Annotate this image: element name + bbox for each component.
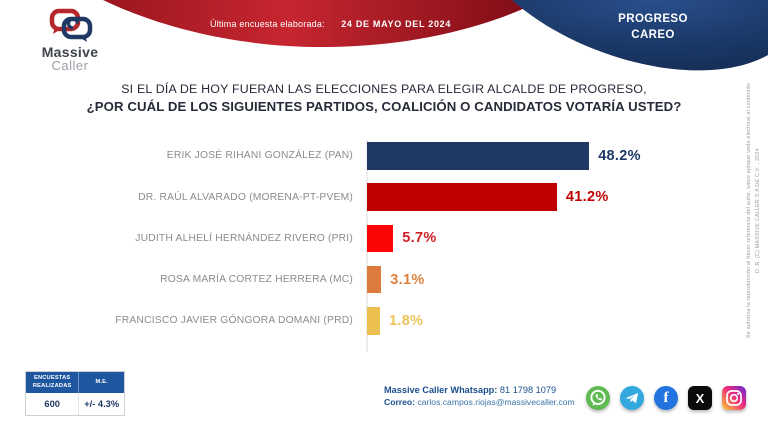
candidate-label: FRANCISCO JAVIER GÓNGORA DOMANI (PRD) xyxy=(115,315,353,327)
chart-row: FRANCISCO JAVIER GÓNGORA DOMANI (PRD) 1.8… xyxy=(0,307,768,335)
chart-row: JUDITH ALHELÍ HERNÁNDEZ RIVERO (PRI) 5.7% xyxy=(0,224,768,253)
whatsapp-icon[interactable] xyxy=(586,386,610,410)
bar xyxy=(367,307,380,335)
logo-brand-top: Massive xyxy=(41,44,99,60)
legal-copyright: D. R. (C) MASSIVE CALLER S.A DE C.V. , 2… xyxy=(755,148,761,273)
email-line: Correo: carlos.campos.riojas@massivecall… xyxy=(384,397,575,407)
red-ribbon xyxy=(103,0,542,48)
stats-margin-error: +/- 4.3% xyxy=(84,399,120,410)
stats-sample-size: 600 xyxy=(26,393,80,416)
navy-corner xyxy=(512,0,768,71)
value-label: 48.2% xyxy=(598,147,641,164)
chart-row: DR. RAÚL ALVARADO (MORENA-PT-PVEM) 41.2% xyxy=(0,183,768,211)
sample-stats-table: ENCUESTAS REALIZADAS M.E. 600 +/- 4.3% xyxy=(25,371,125,417)
stats-table-row: 600 +/- 4.3% xyxy=(26,393,124,416)
facebook-icon[interactable]: f xyxy=(654,386,678,410)
facebook-glyph: f xyxy=(663,389,669,406)
legal-note: Se autoriza la reproducción al hacer ref… xyxy=(746,83,752,338)
title-line1: SI EL DÍA DE HOY FUERAN LAS ELECCIONES P… xyxy=(121,82,647,96)
banner: Última encuesta elaborada: 24 DE MAYO DE… xyxy=(210,14,451,32)
value-label: 41.2% xyxy=(565,189,609,206)
stats-header-encuestas: ENCUESTAS REALIZADAS xyxy=(26,372,80,394)
x-glyph: X xyxy=(695,390,705,406)
banner-label: Última encuesta elaborada: xyxy=(210,19,325,29)
whatsapp-number: 81 1798 1079 xyxy=(499,385,557,395)
whatsapp-line: Massive Caller Whatsapp: 81 1798 1079 xyxy=(384,385,575,395)
contact-info: Massive Caller Whatsapp: 81 1798 1079 Co… xyxy=(384,385,575,407)
bar xyxy=(367,224,394,253)
chart-row: ROSA MARÍA CORTEZ HERRERA (MC) 3.1% xyxy=(0,265,768,294)
bar xyxy=(367,142,590,170)
chart-rows: ERIK JOSÉ RIHANI GONZÁLEZ (PAN) 48.2% DR. … xyxy=(0,142,768,335)
banner-date: 24 DE MAYO DEL 2024 xyxy=(341,19,452,29)
bar xyxy=(367,183,557,211)
bar xyxy=(367,265,382,294)
x-twitter-icon[interactable]: X xyxy=(688,386,712,410)
value-label: 3.1% xyxy=(390,271,425,288)
value-label: 1.8% xyxy=(389,312,424,329)
stats-table-header: ENCUESTAS REALIZADAS M.E. xyxy=(26,372,124,394)
candidate-label: ROSA MARÍA CORTEZ HERRERA (MC) xyxy=(160,274,353,286)
candidate-label: DR. RAÚL ALVARADO (MORENA-PT-PVEM) xyxy=(138,191,353,203)
telegram-icon[interactable] xyxy=(620,386,644,410)
region-line2: CAREO xyxy=(631,29,675,41)
email-address[interactable]: carlos.campos.riojas@massivecaller.com xyxy=(417,397,575,407)
legal-fine-print: Se autoriza la reproducción al hacer ref… xyxy=(745,38,763,383)
poll-bar-chart: ERIK JOSÉ RIHANI GONZÁLEZ (PAN) 48.2% DR. … xyxy=(0,140,768,352)
instagram-icon[interactable] xyxy=(722,386,746,410)
email-label: Correo: xyxy=(384,397,416,407)
region-badge: PROGRESO CAREO xyxy=(594,11,712,43)
speech-bubbles-icon xyxy=(49,8,93,42)
candidate-label: ERIK JOSÉ RIHANI GONZÁLEZ (PAN) xyxy=(166,150,353,162)
header-decoration xyxy=(103,0,768,71)
chart-row: ERIK JOSÉ RIHANI GONZÁLEZ (PAN) 48.2% xyxy=(0,142,768,170)
region-line1: PROGRESO xyxy=(618,13,688,25)
candidate-label: JUDITH ALHELÍ HERNÁNDEZ RIVERO (PRI) xyxy=(135,232,353,244)
whatsapp-label: Massive Caller Whatsapp: xyxy=(384,385,498,395)
massive-caller-logo: Massive Caller xyxy=(22,8,118,72)
stats-header-me: M.E. xyxy=(95,378,108,385)
social-icons: f X xyxy=(586,386,746,410)
logo-brand-bottom: Caller xyxy=(51,58,89,73)
value-label: 5.7% xyxy=(402,230,437,247)
title-line2: ¿POR CUÁL DE LOS SIGUIENTES PARTIDOS, CO… xyxy=(86,99,682,114)
page-title: SI EL DÍA DE HOY FUERAN LAS ELECCIONES P… xyxy=(0,81,768,115)
